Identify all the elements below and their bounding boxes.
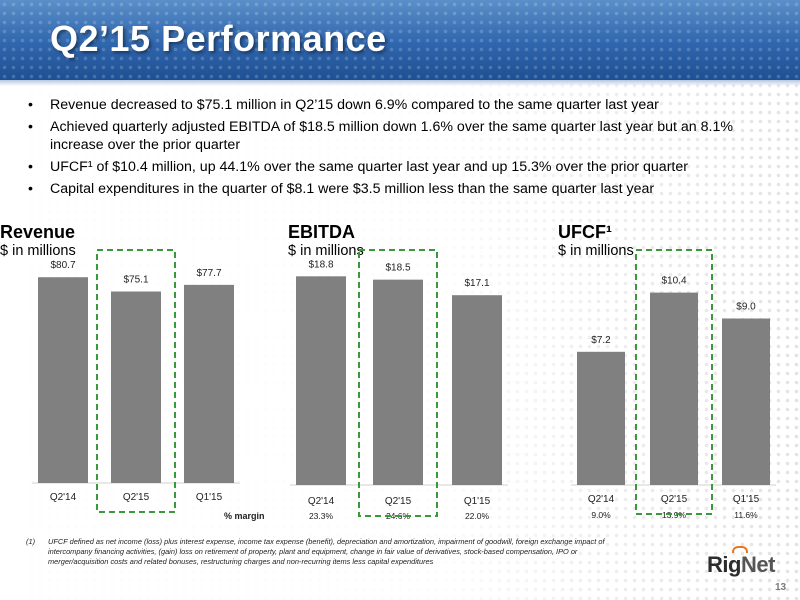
category-label: Q1'15 [733,494,760,505]
bullet-text: Revenue decreased to $75.1 million in Q2… [50,97,659,113]
logo-arc-icon [732,546,748,553]
bullet-marker: • [28,119,33,135]
category-label: Q1'15 [196,492,223,503]
ebitda-panel-subtitle: $ in millions [288,243,364,259]
margin-row-label: % margin [224,511,265,521]
bar-value-label: $77.7 [196,268,221,279]
logo-part-rig: Rig [707,552,741,577]
rignet-logo: RigNet [707,552,775,578]
bar [373,279,423,485]
bar-value-label: $7.2 [591,335,611,346]
bar [111,291,161,483]
page-title: Q2’15 Performance [50,18,387,59]
logo-part-net: Net [740,552,775,577]
banner-dot-pattern [0,0,800,80]
category-label: Q2'15 [123,492,150,503]
bullet-text: Capital expenditures in the quarter of $… [50,181,655,197]
bar [650,292,698,485]
margin-value-label: 13.9% [662,510,687,520]
bullet-list: • Revenue decreased to $75.1 million in Q… [28,96,773,202]
category-label: Q2'14 [308,496,335,507]
bar [722,318,770,485]
margin-value-label: 22.0% [465,511,490,521]
highlight-box [358,249,438,517]
bar-value-label: $18.8 [308,259,333,270]
bar [38,277,88,483]
page-number: 13 [775,582,787,593]
bullet-marker: • [28,159,33,175]
bar-value-label: $10.4 [661,276,686,287]
footnote: (1) UFCF defined as net income (loss) pl… [26,537,626,568]
bar [184,284,234,483]
bullet-text: Achieved quarterly adjusted EBITDA of $1… [50,119,733,153]
bar-value-label: $17.1 [464,278,489,289]
bullet-marker: • [28,97,33,113]
banner-shadow [0,80,800,86]
bullet-item: • Revenue decreased to $75.1 million in Q… [28,96,773,114]
bar-value-label: $18.5 [385,263,410,274]
bullet-item: • Achieved quarterly adjusted EBITDA of $… [28,118,773,154]
category-label: Q2'15 [385,496,412,507]
bar [577,351,625,485]
ebitda-panel-title: EBITDA [288,222,355,242]
category-label: Q1'15 [464,496,491,507]
revenue-panel-title: Revenue [0,222,76,242]
bullet-item: • UFCF¹ of $10.4 million, up 44.1% over t… [28,158,773,176]
margin-value-label: 11.6% [734,510,758,520]
category-label: Q2'14 [588,494,615,505]
title-banner [0,0,800,80]
margin-value-label: 23.3% [309,511,334,521]
bar-value-label: $80.7 [50,260,75,271]
bar [296,276,346,485]
category-label: Q2'15 [661,494,688,505]
revenue-panel-subtitle: $ in millions [0,243,76,259]
bullet-marker: • [28,181,33,197]
ufcf-panel-subtitle: $ in millions [558,243,634,259]
bullet-text: UFCF¹ of $10.4 million, up 44.1% over th… [50,159,688,175]
ufcf-panel-title: UFCF¹ [558,222,612,242]
category-label: Q2'14 [50,492,77,503]
footnote-text: UFCF defined as net income (loss) plus i… [48,537,605,567]
bullet-item: • Capital expenditures in the quarter of … [28,180,773,198]
footnote-number: (1) [26,537,36,546]
bar-value-label: $9.0 [736,302,756,313]
bar-value-label: $75.1 [123,274,148,285]
margin-value-label: 9.0% [591,510,611,520]
bar [452,295,502,485]
